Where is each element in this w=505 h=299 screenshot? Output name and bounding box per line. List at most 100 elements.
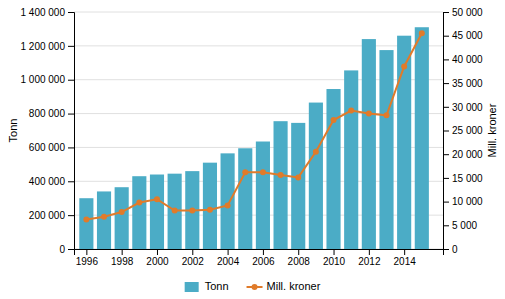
tick-label: 0 — [59, 244, 65, 255]
tick-label: 2012 — [358, 256, 381, 267]
bar — [379, 50, 393, 249]
tick-mark — [443, 83, 449, 84]
bar — [238, 148, 252, 249]
tick: 30 000 — [443, 102, 483, 113]
tick-mark — [68, 46, 74, 47]
tick-mark — [263, 249, 264, 255]
marker — [225, 202, 231, 208]
legend-item: Tonn — [185, 280, 229, 292]
tick-mark — [443, 12, 449, 13]
tick-label: 1 400 000 — [21, 7, 66, 18]
tick-mark — [443, 178, 449, 179]
tick: 45 000 — [443, 30, 483, 41]
tick-label: 2006 — [252, 256, 275, 267]
marker — [242, 169, 248, 175]
tick-mark — [404, 249, 405, 255]
tick-label: 2008 — [288, 256, 311, 267]
tick-mark — [68, 114, 74, 115]
line — [86, 33, 421, 219]
plot-area: 1996199820002002200420062008201020122014… — [21, 7, 484, 267]
tick: 15 000 — [443, 173, 483, 184]
tick-mark — [122, 249, 123, 255]
tick-label: 15 000 — [452, 173, 483, 184]
bar — [326, 89, 340, 249]
tick: 2006 — [252, 249, 275, 267]
tick: 1996 — [76, 249, 99, 267]
marker — [401, 64, 407, 70]
tick-label: 0 — [452, 244, 458, 255]
marker — [331, 117, 337, 123]
tick-mark — [334, 249, 335, 255]
tick-mark — [369, 249, 370, 255]
tick-mark — [68, 215, 74, 216]
tick-label: 1998 — [111, 256, 134, 267]
marker — [295, 174, 301, 180]
tick-label: 2000 — [146, 256, 169, 267]
tick-label: 2010 — [323, 256, 346, 267]
tick: 2008 — [288, 249, 311, 267]
bar-series — [79, 27, 429, 249]
y2-axis-title: Mill. kroner — [486, 103, 498, 157]
tick-mark — [298, 249, 299, 255]
tick-label: 1 200 000 — [21, 41, 66, 52]
tick: 600 000 — [29, 142, 74, 153]
bar — [274, 121, 288, 249]
bar — [344, 70, 358, 249]
tick-label: 40 000 — [452, 54, 483, 65]
tick-label: 400 000 — [29, 176, 66, 187]
tick-label: 200 000 — [29, 210, 66, 221]
bar — [132, 176, 146, 249]
tick: 2000 — [146, 249, 169, 267]
tick-label: 2002 — [182, 256, 205, 267]
marker — [384, 112, 390, 118]
tick: 0 — [59, 244, 74, 255]
legend-marker — [252, 284, 258, 290]
tick: 25 000 — [443, 125, 483, 136]
tick-mark — [68, 12, 74, 13]
tick-mark — [68, 249, 74, 250]
marker — [260, 169, 266, 175]
tick: 1998 — [111, 249, 134, 267]
tick-label: 25 000 — [452, 125, 483, 136]
marker — [119, 209, 125, 215]
tick-mark — [443, 107, 449, 108]
y2-axis: 05 00010 00015 00020 00025 00030 00035 0… — [443, 7, 483, 255]
tick: 2002 — [182, 249, 205, 267]
tick-label: 30 000 — [452, 102, 483, 113]
tick-mark — [68, 147, 74, 148]
legend-item: Mill. kroner — [247, 280, 321, 292]
marker — [366, 110, 372, 116]
marker — [189, 208, 195, 214]
legend: Tonn Mill. kroner — [185, 280, 321, 292]
marker — [154, 196, 160, 202]
bar — [397, 36, 411, 249]
tick: 200 000 — [29, 210, 74, 221]
tick: 50 000 — [443, 7, 483, 18]
tick-label: 20 000 — [452, 149, 483, 160]
marker — [207, 207, 213, 213]
tick-mark — [443, 36, 449, 37]
bar — [97, 191, 111, 249]
bar — [150, 175, 164, 249]
tick: 40 000 — [443, 54, 483, 65]
marker — [313, 149, 319, 155]
tick: 0 — [443, 244, 458, 255]
tick-label: 50 000 — [452, 7, 483, 18]
bar — [309, 103, 323, 249]
tick-mark — [443, 249, 449, 250]
tick-label: 10 000 — [452, 196, 483, 207]
tick-label: 600 000 — [29, 142, 66, 153]
tick-mark — [157, 249, 158, 255]
marker — [278, 172, 284, 178]
y-axis: 0 200 000 400 000 600 000 800 000 1 000 000 1 … — [21, 7, 75, 255]
tick-mark — [68, 181, 74, 182]
tick-label: 800 000 — [29, 108, 66, 119]
tick: 1 000 000 — [21, 74, 75, 85]
tick-mark — [68, 80, 74, 81]
axis-line — [75, 250, 444, 256]
line-series — [83, 30, 424, 222]
chart: 1996199820002002200420062008201020122014… — [0, 0, 505, 299]
tick-label: 35 000 — [452, 78, 483, 89]
tick-label: 1 000 000 — [21, 74, 66, 85]
bar — [115, 187, 129, 249]
